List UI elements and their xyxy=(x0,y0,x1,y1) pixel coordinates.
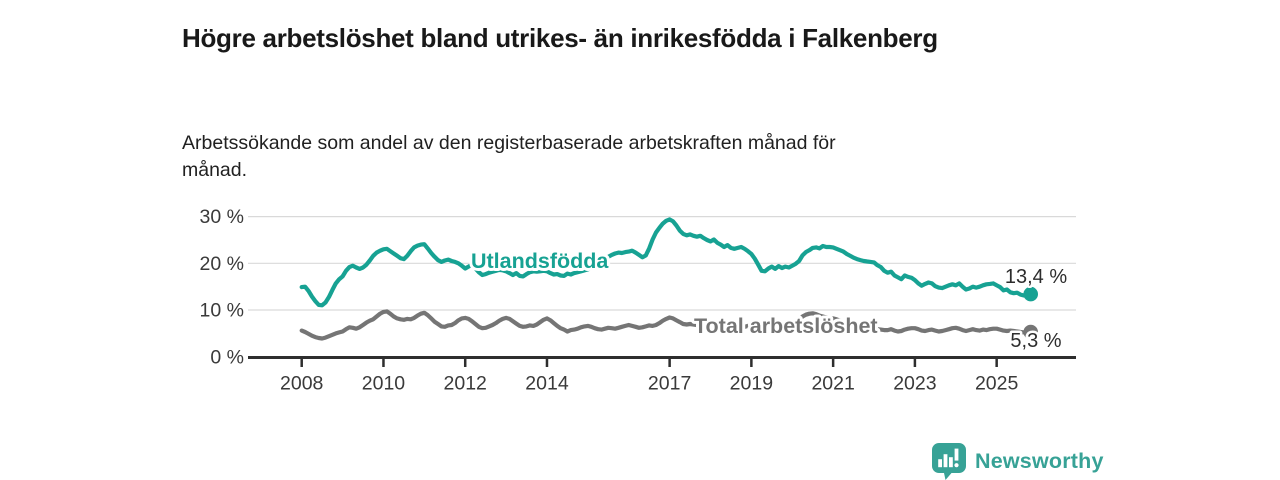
series-label-0: Utlandsfödda xyxy=(471,249,609,273)
x-axis-label-2010: 2010 xyxy=(362,373,406,395)
x-axis-label-2008: 2008 xyxy=(280,373,323,395)
newsworthy-logo-text: Newsworthy xyxy=(975,449,1104,473)
series-end-dot-0 xyxy=(1023,286,1038,302)
page-subtitle: Arbetssökande som andel av den registerb… xyxy=(182,131,836,182)
series-line-0 xyxy=(299,217,1033,308)
x-axis-label-2012: 2012 xyxy=(444,373,487,395)
x-axis-label-2025: 2025 xyxy=(975,373,1019,395)
logo-bar-short xyxy=(938,459,942,468)
newsworthy-logo: Newsworthy xyxy=(932,443,1104,480)
series-end-dot-1 xyxy=(1023,324,1038,340)
x-axis-label-2019: 2019 xyxy=(730,373,773,395)
x-axis-label-2014: 2014 xyxy=(525,373,569,395)
y-axis-label-10: 10 % xyxy=(200,300,244,322)
page-title: Högre arbetslöshet bland utrikes- än inr… xyxy=(182,23,938,54)
x-axis-label-2017: 2017 xyxy=(648,373,691,395)
y-axis-label-20: 20 % xyxy=(200,253,244,275)
logo-exclamation-bar xyxy=(954,448,959,461)
series-line-1 xyxy=(299,309,1033,341)
newsworthy-logo-icon xyxy=(932,443,966,480)
series-label-1: Total arbetslöshet xyxy=(694,314,878,338)
y-axis-label-30: 30 % xyxy=(200,206,244,228)
y-axis-label-0: 0 % xyxy=(210,347,244,369)
logo-bar-medium xyxy=(949,457,953,468)
x-axis-label-2021: 2021 xyxy=(811,373,854,395)
series-end-value-0: 13,4 % xyxy=(1005,266,1067,288)
logo-bar-tall xyxy=(943,454,948,468)
logo-exclamation-dot xyxy=(954,463,959,468)
x-axis-label-2023: 2023 xyxy=(893,373,936,395)
series-end-value-1: 5,3 % xyxy=(1010,330,1061,352)
